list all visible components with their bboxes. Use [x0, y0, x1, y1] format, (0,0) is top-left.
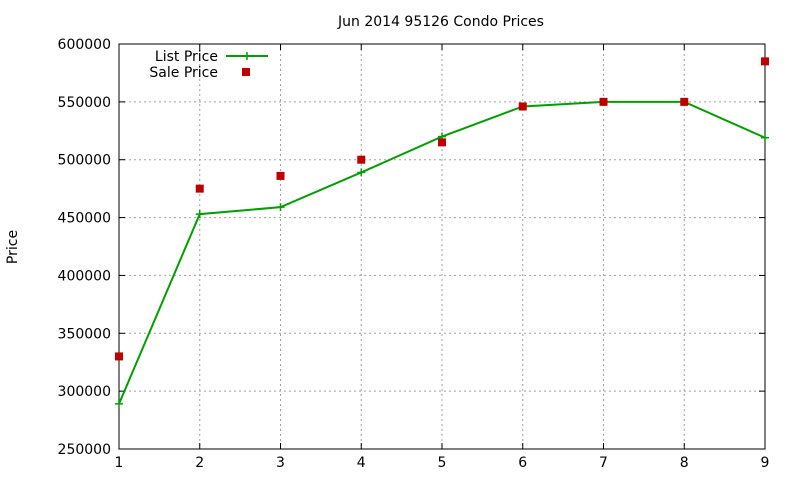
sale-price-point	[195, 184, 204, 193]
list-price-point	[357, 168, 366, 177]
x-tick-label: 4	[357, 455, 366, 471]
list-price-point	[195, 210, 204, 219]
x-tick-label: 9	[761, 455, 770, 471]
x-tick-label: 2	[195, 455, 204, 471]
y-tick-label: 450000	[58, 211, 111, 227]
sale-price-point	[518, 102, 527, 111]
legend-plus-sample	[243, 52, 251, 60]
list-price-point	[115, 399, 123, 408]
sale-price-point	[680, 97, 689, 106]
legend-entry-2: Sale Price	[149, 65, 250, 81]
y-tick-label: 300000	[58, 384, 111, 400]
y-tick-label: 400000	[58, 268, 111, 284]
sale-price-point	[276, 171, 285, 180]
tick-labels: 1 2 3 4 5 6 7 8 9 250000 300000 350000 400000 450000 5…	[58, 37, 770, 471]
list-price-line	[118, 100, 766, 405]
legend-square-sample	[242, 68, 250, 76]
y-tick-label: 250000	[58, 442, 111, 458]
legend-label: Sale Price	[149, 65, 218, 81]
y-tick-label: 550000	[58, 95, 111, 111]
legend-label: List Price	[155, 49, 218, 65]
series-2	[115, 57, 769, 361]
sale-price-point	[357, 155, 366, 164]
list-price-point	[761, 133, 769, 142]
sale-price-point	[761, 57, 769, 66]
axes	[118, 43, 766, 450]
x-tick-label: 3	[276, 455, 285, 471]
x-tick-label: 1	[115, 455, 124, 471]
list-price-point	[276, 203, 285, 212]
grid	[119, 44, 765, 449]
legend-entry-1: List Price	[155, 49, 268, 65]
sale-price-point	[438, 138, 446, 147]
x-tick-label: 8	[680, 455, 689, 471]
sale-price-point	[599, 97, 608, 106]
y-tick-label: 600000	[58, 37, 111, 53]
y-tick-label: 500000	[58, 153, 111, 169]
x-tick-label: 7	[599, 455, 608, 471]
x-tick-label: 6	[518, 455, 527, 471]
x-tick-label: 5	[438, 455, 447, 471]
plot-frame	[118, 43, 766, 450]
y-tick-label: 350000	[58, 326, 111, 342]
sale-price-point	[115, 352, 123, 361]
y-axis-label: Price	[5, 230, 21, 264]
series	[115, 57, 769, 408]
chart-title: Jun 2014 95126 Condo Prices	[337, 14, 544, 30]
